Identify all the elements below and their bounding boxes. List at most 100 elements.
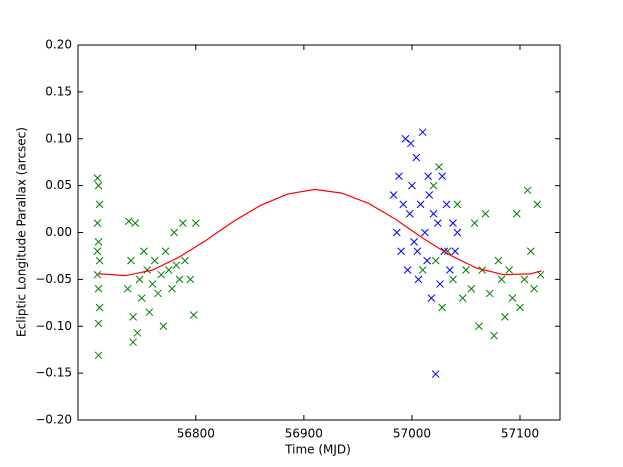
scatter-point <box>403 266 412 274</box>
scatter-point <box>512 209 521 218</box>
scatter-point <box>93 270 102 279</box>
scatter-point <box>178 219 187 227</box>
x-tick-label: 57000 <box>393 427 431 441</box>
scatter-point <box>434 219 442 227</box>
x-tick-label: 57100 <box>501 427 539 441</box>
scatter-point <box>445 266 454 274</box>
scatter-point <box>392 228 401 237</box>
scatter-point <box>143 266 152 274</box>
scatter-point <box>436 280 444 288</box>
y-tick-label: 0.05 <box>45 178 72 192</box>
scatter-point <box>148 280 157 288</box>
y-tick-label: −0.10 <box>35 319 72 333</box>
y-tick-label: 0.00 <box>45 225 72 239</box>
scatter-point <box>157 270 166 279</box>
scatter-point <box>154 289 162 298</box>
scatter-point <box>501 313 509 321</box>
scatter-point <box>414 275 423 284</box>
scatter-point <box>497 275 506 284</box>
x-tick-label: 56900 <box>285 427 323 441</box>
scatter-point <box>438 172 447 181</box>
scatter-point <box>485 289 494 298</box>
scatter-point <box>123 284 132 293</box>
scatter-point <box>429 181 438 190</box>
scatter-point <box>94 238 103 246</box>
scatter-point <box>94 181 103 190</box>
scatter-point <box>451 247 460 256</box>
scatter-point <box>133 328 142 337</box>
scatter-point <box>505 266 514 274</box>
scatter-point <box>135 275 144 284</box>
scatter-point <box>458 294 467 302</box>
scatter-point <box>475 322 483 331</box>
scatter-point <box>520 275 529 284</box>
scatter-point <box>490 331 498 340</box>
fit-line <box>98 188 542 277</box>
scatter-point <box>526 247 535 256</box>
scatter-point <box>449 219 457 227</box>
scatter-point <box>435 163 443 171</box>
scatter-point <box>181 256 189 265</box>
scatter-point <box>425 191 434 199</box>
scatter-point <box>410 238 418 246</box>
scatter-point <box>140 247 148 256</box>
scatter-point <box>164 266 173 274</box>
scatter-point <box>189 311 198 319</box>
scatter-point <box>389 191 398 199</box>
scatter-point <box>170 228 179 237</box>
scatter-point <box>175 275 184 284</box>
scatter-point <box>399 200 408 209</box>
scatter-point <box>427 294 436 302</box>
scatter-point <box>401 134 410 143</box>
scatter-point <box>442 200 451 209</box>
scatter-point <box>172 261 181 270</box>
scatter-point <box>453 200 462 209</box>
scatter-point <box>191 219 200 227</box>
scatter-point <box>127 256 135 265</box>
y-tick-label: 0.15 <box>45 84 72 98</box>
scatter-point <box>94 284 103 293</box>
scatter-point <box>161 247 170 256</box>
scatter-point <box>421 228 429 237</box>
scatter-point <box>129 338 137 347</box>
scatter-point <box>95 200 104 209</box>
scatter-point <box>95 303 104 312</box>
plot-frame <box>77 44 561 421</box>
scatter-point <box>150 256 159 265</box>
scatter-point <box>462 266 470 274</box>
scatter-point <box>93 219 102 227</box>
scatter-point <box>424 172 433 181</box>
scatter-point <box>129 313 137 321</box>
scatter-point <box>124 217 133 226</box>
scatter-point <box>131 219 140 227</box>
scatter-point <box>416 200 425 209</box>
scatter-point <box>94 351 103 360</box>
scatter-point <box>137 294 146 302</box>
y-tick-label: −0.20 <box>35 413 72 427</box>
scatter-point <box>429 209 438 218</box>
scatter-point <box>470 219 479 227</box>
scatter-point <box>407 139 415 148</box>
scatter-point <box>159 322 168 331</box>
scatter-point <box>95 256 104 265</box>
scatter-point <box>93 174 102 182</box>
y-tick-label: −0.15 <box>35 366 72 380</box>
scatter-point <box>418 266 427 274</box>
scatter-point <box>431 256 440 265</box>
scatter-point <box>408 181 416 190</box>
scatter-point <box>418 128 427 137</box>
scatter-point <box>186 275 195 284</box>
scatter-point <box>397 247 405 256</box>
scatter-point <box>168 284 176 293</box>
scatter-point <box>412 153 421 162</box>
y-tick-label: −0.05 <box>35 272 72 286</box>
x-axis-label: Time (MJD) <box>284 443 351 457</box>
scatter-point <box>405 209 414 218</box>
scatter-point <box>443 247 452 256</box>
scatter-point <box>93 247 102 256</box>
scatter-point <box>94 319 103 328</box>
scatter-point <box>438 303 447 312</box>
y-axis-label: Ecliptic Longitude Parallax (arcsec) <box>15 127 29 337</box>
y-tick-label: 0.10 <box>45 131 72 145</box>
